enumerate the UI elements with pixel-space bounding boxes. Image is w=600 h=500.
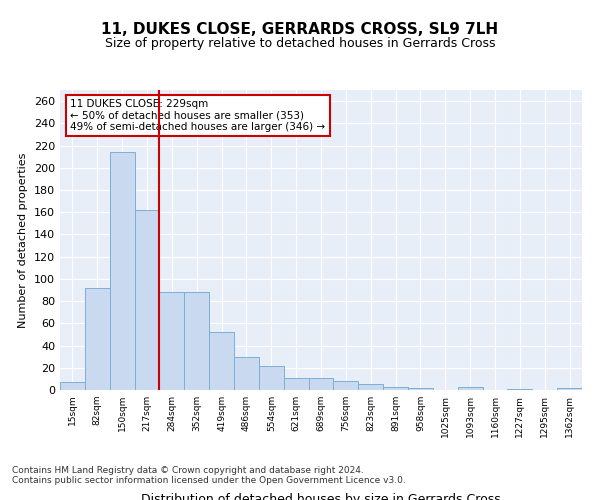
Text: Contains HM Land Registry data © Crown copyright and database right 2024.
Contai: Contains HM Land Registry data © Crown c… (12, 466, 406, 485)
Bar (508, 389, 532, 390)
Bar (234, 356, 259, 390)
Bar (259, 366, 284, 390)
Bar (160, 292, 184, 390)
X-axis label: Distribution of detached houses by size in Gerrards Cross: Distribution of detached houses by size … (141, 492, 501, 500)
Bar (557, 388, 582, 390)
Text: 11 DUKES CLOSE: 229sqm
← 50% of detached houses are smaller (353)
49% of semi-de: 11 DUKES CLOSE: 229sqm ← 50% of detached… (70, 99, 326, 132)
Text: Size of property relative to detached houses in Gerrards Cross: Size of property relative to detached ho… (105, 38, 495, 51)
Bar (110, 152, 134, 390)
Bar (60, 382, 85, 390)
Bar (308, 378, 334, 390)
Text: 11, DUKES CLOSE, GERRARDS CROSS, SL9 7LH: 11, DUKES CLOSE, GERRARDS CROSS, SL9 7LH (101, 22, 499, 38)
Bar (85, 288, 110, 390)
Y-axis label: Number of detached properties: Number of detached properties (19, 152, 28, 328)
Bar (209, 332, 234, 390)
Bar (134, 210, 160, 390)
Bar (358, 384, 383, 390)
Bar (284, 378, 308, 390)
Bar (184, 292, 209, 390)
Bar (408, 388, 433, 390)
Bar (334, 381, 358, 390)
Bar (383, 386, 408, 390)
Bar (458, 386, 482, 390)
